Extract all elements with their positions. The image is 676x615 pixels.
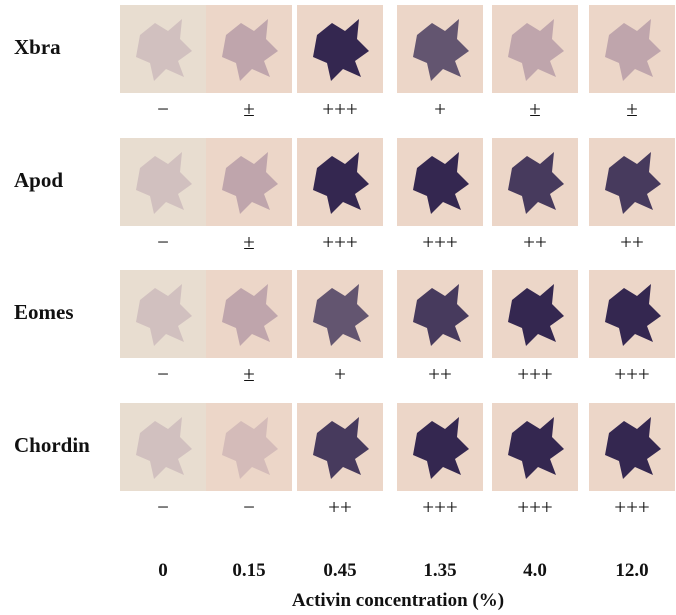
expression-score: − xyxy=(243,495,255,519)
gene-label: Xbra xyxy=(14,35,61,59)
expression-score: − xyxy=(157,230,169,254)
expression-score: − xyxy=(157,97,169,121)
expression-score: ± xyxy=(243,362,255,386)
expression-score: +++ xyxy=(517,362,553,386)
expression-score: + xyxy=(434,97,446,121)
expression-score: ++ xyxy=(620,230,644,254)
concentration-label: 0.15 xyxy=(232,560,266,581)
explant-image xyxy=(297,403,383,491)
explant-image xyxy=(589,270,675,358)
expression-score: +++ xyxy=(422,230,458,254)
expression-score: ± xyxy=(626,97,638,121)
expression-score: +++ xyxy=(422,495,458,519)
explant-image xyxy=(492,5,578,93)
explant-image xyxy=(297,138,383,226)
explant-image xyxy=(206,270,292,358)
explant-image xyxy=(120,270,206,358)
gene-label: Eomes xyxy=(14,300,74,324)
concentration-label: 1.35 xyxy=(423,560,457,581)
gene-label: Apod xyxy=(14,168,64,192)
explant-image xyxy=(397,138,483,226)
explant-image xyxy=(297,270,383,358)
explant-image xyxy=(492,403,578,491)
concentration-label: 4.0 xyxy=(523,560,547,581)
explant-image xyxy=(589,5,675,93)
expression-score: +++ xyxy=(517,495,553,519)
expression-score: +++ xyxy=(322,230,358,254)
explant-image xyxy=(397,5,483,93)
x-axis-label: Activin concentration (%) xyxy=(291,590,505,611)
explant-image xyxy=(589,138,675,226)
expression-score: ++ xyxy=(428,362,452,386)
concentration-label: 12.0 xyxy=(615,560,649,581)
explant-image xyxy=(492,138,578,226)
explant-image xyxy=(120,138,206,226)
gene-label: Chordin xyxy=(14,433,90,457)
expression-score: + xyxy=(334,362,346,386)
explant-image xyxy=(206,138,292,226)
expression-score: − xyxy=(157,495,169,519)
concentration-label: 0 xyxy=(158,560,168,581)
explant-image xyxy=(492,270,578,358)
explant-image xyxy=(120,5,206,93)
explant-image xyxy=(397,270,483,358)
explant-image xyxy=(397,403,483,491)
explant-image xyxy=(206,5,292,93)
expression-score: ± xyxy=(529,97,541,121)
expression-score: +++ xyxy=(614,362,650,386)
expression-score: ± xyxy=(243,230,255,254)
explant-image xyxy=(297,5,383,93)
expression-score: ++ xyxy=(523,230,547,254)
expression-score: +++ xyxy=(322,97,358,121)
expression-score: − xyxy=(157,362,169,386)
explant-image xyxy=(120,403,206,491)
expression-score: +++ xyxy=(614,495,650,519)
concentration-label: 0.45 xyxy=(323,560,357,581)
explant-image xyxy=(589,403,675,491)
expression-score: ++ xyxy=(328,495,352,519)
expression-score: ± xyxy=(243,97,255,121)
explant-image xyxy=(206,403,292,491)
